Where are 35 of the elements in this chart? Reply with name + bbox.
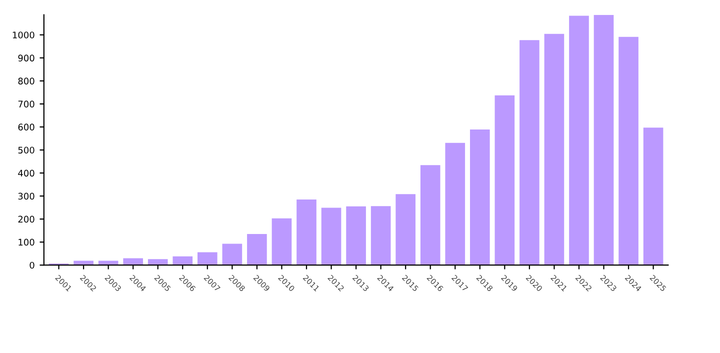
bar: [321, 208, 342, 266]
bar: [594, 14, 614, 266]
y-tick-label: 100: [18, 238, 34, 246]
bar: [148, 259, 168, 266]
y-tick-label: 400: [18, 170, 34, 177]
y-tick-label: 200: [18, 216, 34, 223]
bar: [272, 218, 292, 266]
bar: [569, 16, 589, 266]
bar: [198, 252, 218, 266]
bar: [420, 165, 440, 266]
bar: [123, 258, 144, 266]
y-tick-label: 500: [18, 146, 34, 154]
bar: [346, 206, 366, 266]
y-tick-label: 700: [18, 100, 34, 108]
y-tick-label: 300: [18, 192, 34, 200]
bar: [470, 129, 490, 266]
bar: [445, 142, 466, 266]
bar: [544, 34, 564, 266]
y-tick-label: 0: [30, 262, 34, 269]
y-tick-label: 600: [18, 124, 34, 131]
bar: [247, 234, 267, 266]
y-tick-label: 800: [18, 78, 34, 84]
bar: [74, 260, 94, 266]
bar: [370, 206, 391, 266]
y-tick-label: 1000: [12, 32, 34, 38]
bar: [296, 199, 316, 266]
bar: [618, 36, 638, 266]
bar: [172, 256, 193, 266]
bar: [643, 128, 664, 266]
bar: [520, 40, 540, 266]
bar: [396, 194, 416, 266]
bar: [98, 260, 118, 266]
y-tick-label: 900: [18, 54, 34, 62]
bar: [222, 244, 242, 266]
bar: [494, 95, 515, 266]
